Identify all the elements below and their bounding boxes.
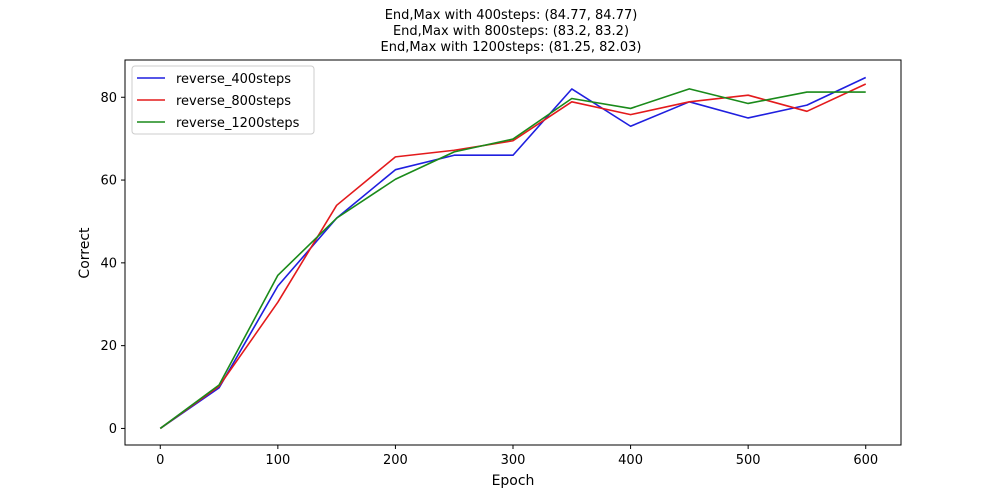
title-line-2: End,Max with 800steps: (83.2, 83.2) xyxy=(393,24,629,39)
series-line-reverse_1200steps xyxy=(159,88,866,430)
legend-label-reverse_1200steps: reverse_1200steps xyxy=(176,116,300,131)
y-tick-label: 60 xyxy=(100,174,117,189)
title-line-3: End,Max with 1200steps: (81.25, 82.03) xyxy=(381,40,642,55)
y-axis-label: Correct xyxy=(77,227,93,279)
title-line-1: End,Max with 400steps: (84.77, 84.77) xyxy=(385,8,638,23)
legend-box xyxy=(131,65,315,135)
x-tick-label: 500 xyxy=(736,453,761,468)
x-tick-label: 300 xyxy=(501,453,526,468)
series-line-reverse_800steps xyxy=(159,83,867,430)
legend: reverse_400steps reverse_800steps reverse_… xyxy=(131,65,315,135)
y-tick-label: 0 xyxy=(109,422,117,437)
chart-title: End,Max with 400steps: (84.77, 84.77) En… xyxy=(381,8,642,55)
x-tick-label: 400 xyxy=(618,453,643,468)
legend-label-reverse_400steps: reverse_400steps xyxy=(176,72,291,87)
y-tick-label: 20 xyxy=(100,339,117,354)
y-axis-ticks: 0 20 40 60 80 xyxy=(100,91,125,437)
y-tick-label: 40 xyxy=(100,256,117,271)
x-tick-label: 100 xyxy=(265,453,290,468)
series-line-reverse_400steps xyxy=(159,76,867,430)
x-axis-ticks: 0 100 200 300 400 500 600 xyxy=(156,445,878,468)
x-axis-label: Epoch xyxy=(492,473,535,489)
x-tick-label: 600 xyxy=(853,453,878,468)
series-lines xyxy=(159,76,867,430)
x-tick-label: 200 xyxy=(383,453,408,468)
x-tick-label: 0 xyxy=(156,453,164,468)
legend-label-reverse_800steps: reverse_800steps xyxy=(176,94,291,109)
y-tick-label: 80 xyxy=(100,91,117,106)
